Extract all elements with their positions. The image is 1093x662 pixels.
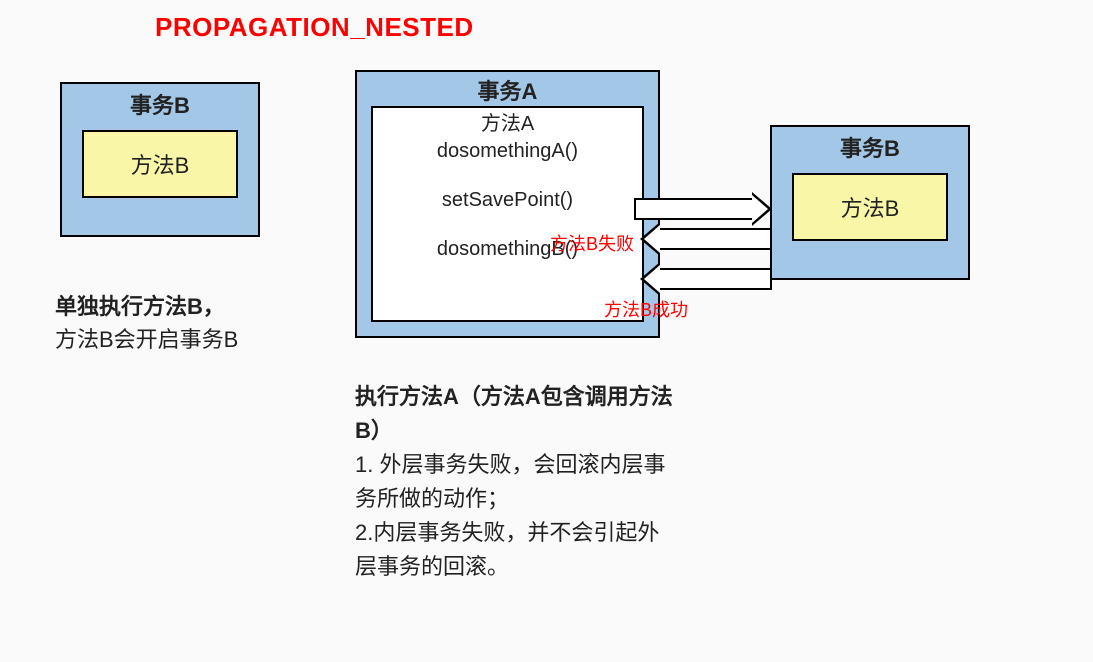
transaction-b-left-box: 事务B 方法B [60, 82, 260, 237]
arrow-b-fail-label: 方法B失败 [550, 230, 634, 256]
arrow-call-b [634, 198, 754, 220]
right-caption-p1: 1. 外层事务失败，会回滚内层事务所做的动作； [355, 452, 665, 511]
transaction-b-right-header: 事务B [772, 127, 968, 169]
right-caption-head: 执行方法A（方法A包含调用方法B） [355, 384, 673, 443]
txa-line-3: setSavePoint() [373, 187, 642, 214]
arrow-b-fail [658, 228, 772, 250]
transaction-b-right-box: 事务B 方法B [770, 125, 970, 280]
transaction-a-inner: 方法A dosomethingA() setSavePoint() dosome… [371, 106, 644, 322]
arrow-b-success-label: 方法B成功 [604, 296, 688, 322]
transaction-b-left-header: 事务B [62, 84, 258, 126]
txa-line-2: dosomethingA() [373, 138, 642, 165]
left-caption-line1: 单独执行方法B， [55, 294, 225, 319]
left-caption: 单独执行方法B， 方法B会开启事务B [55, 290, 305, 356]
transaction-a-header: 事务A [357, 72, 658, 110]
right-caption-p2: 2.内层事务失败，并不会引起外层事务的回滚。 [355, 520, 659, 579]
method-b-right: 方法B [792, 173, 948, 241]
arrow-b-success [658, 268, 772, 290]
right-caption: 执行方法A（方法A包含调用方法B） 1. 外层事务失败，会回滚内层事务所做的动作… [355, 380, 675, 585]
left-caption-line2: 方法B会开启事务B [55, 327, 238, 352]
diagram-title: PROPAGATION_NESTED [155, 12, 474, 43]
txa-line-1: 方法A [373, 111, 642, 138]
method-b-left: 方法B [82, 130, 238, 198]
